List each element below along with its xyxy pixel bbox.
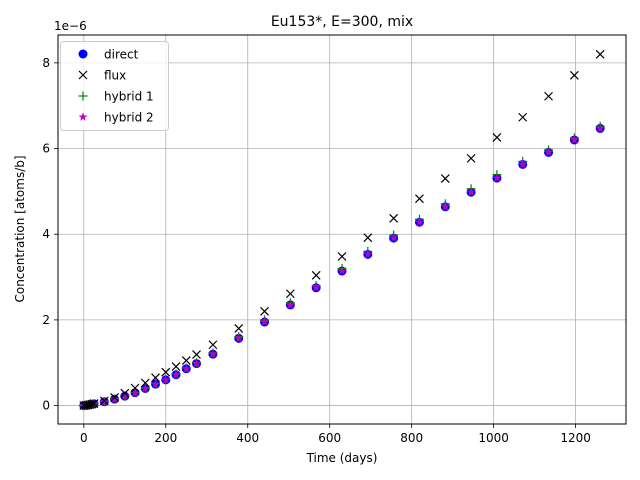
data-point xyxy=(285,300,295,309)
legend-label: direct xyxy=(104,48,139,62)
data-point xyxy=(466,153,476,163)
data-point xyxy=(492,132,502,142)
data-point xyxy=(260,306,269,316)
data-point xyxy=(363,233,373,243)
data-point xyxy=(140,378,150,388)
data-point xyxy=(89,399,99,408)
data-point xyxy=(337,266,347,275)
y-tick-label: 4 xyxy=(42,227,50,241)
data-point xyxy=(110,394,119,403)
data-point xyxy=(151,379,160,388)
x-axis-ticks: 0 200 400 600 800 1000 1200 xyxy=(80,424,591,445)
data-point xyxy=(192,358,201,368)
y-tick-label: 8 xyxy=(42,56,50,70)
data-point xyxy=(595,49,605,59)
data-point xyxy=(569,70,579,80)
legend: direct flux hybrid 1 hybrid 2 xyxy=(60,41,169,131)
legend-label: flux xyxy=(104,69,126,83)
data-point xyxy=(130,388,140,397)
data-point xyxy=(234,333,244,343)
legend-label: hybrid 1 xyxy=(104,90,154,104)
x-tick-label: 200 xyxy=(154,431,177,445)
y-tick-label: 6 xyxy=(42,142,50,156)
data-point xyxy=(140,383,150,393)
chart-title: Eu153*, E=300, mix xyxy=(271,14,413,30)
legend-marker xyxy=(78,49,88,59)
x-axis-label: Time (days) xyxy=(306,451,378,465)
plot-frame xyxy=(57,34,627,425)
data-point xyxy=(234,324,244,333)
data-point xyxy=(285,289,295,299)
data-point xyxy=(192,350,201,360)
data-point xyxy=(440,174,450,183)
data-point xyxy=(363,249,373,259)
legend-label: hybrid 2 xyxy=(104,111,154,125)
data-point xyxy=(161,367,171,377)
data-point xyxy=(171,370,181,379)
data-point xyxy=(518,112,528,122)
data-point xyxy=(120,388,130,398)
data-point xyxy=(544,91,553,101)
y-axis-ticks: 0 2 4 6 8 xyxy=(42,56,58,413)
data-point xyxy=(208,349,218,358)
data-point xyxy=(415,217,424,226)
data-point xyxy=(311,270,321,280)
data-point xyxy=(110,393,119,402)
data-point xyxy=(440,202,450,211)
data-point xyxy=(518,159,528,169)
data-point xyxy=(99,396,109,406)
y-axis-offset-text: 1e−6 xyxy=(54,19,87,33)
x-tick-label: 1200 xyxy=(560,431,591,445)
data-point xyxy=(161,375,171,384)
legend-marker xyxy=(78,91,88,101)
grid xyxy=(58,35,626,424)
y-tick-label: 0 xyxy=(42,399,50,413)
data-point xyxy=(569,135,579,144)
data-point xyxy=(208,340,218,350)
data-point xyxy=(389,233,399,242)
x-tick-label: 600 xyxy=(318,431,341,445)
legend-box xyxy=(60,41,169,131)
legend-marker xyxy=(78,112,88,121)
x-tick-label: 400 xyxy=(236,431,259,445)
data-point xyxy=(337,252,347,261)
data-point xyxy=(311,283,321,292)
legend-marker xyxy=(78,70,88,80)
x-tick-label: 1000 xyxy=(478,431,509,445)
x-tick-label: 800 xyxy=(400,431,423,445)
data-point xyxy=(595,123,605,133)
data-point xyxy=(120,391,130,400)
data-point xyxy=(389,213,399,223)
data-point xyxy=(181,364,191,373)
data-point xyxy=(151,373,160,383)
data-point xyxy=(181,356,191,366)
data-point xyxy=(466,187,476,196)
data-point xyxy=(544,147,553,157)
series-flux xyxy=(79,49,605,411)
series-layer xyxy=(79,49,605,411)
data-point xyxy=(87,399,97,409)
data-point xyxy=(171,362,181,372)
data-point xyxy=(415,194,424,204)
x-tick-label: 0 xyxy=(80,431,88,445)
y-tick-label: 2 xyxy=(42,313,50,327)
data-point xyxy=(130,383,140,393)
data-point xyxy=(260,317,269,326)
data-point xyxy=(492,173,502,182)
y-axis-label: Concentration [atoms/b] xyxy=(13,155,27,302)
